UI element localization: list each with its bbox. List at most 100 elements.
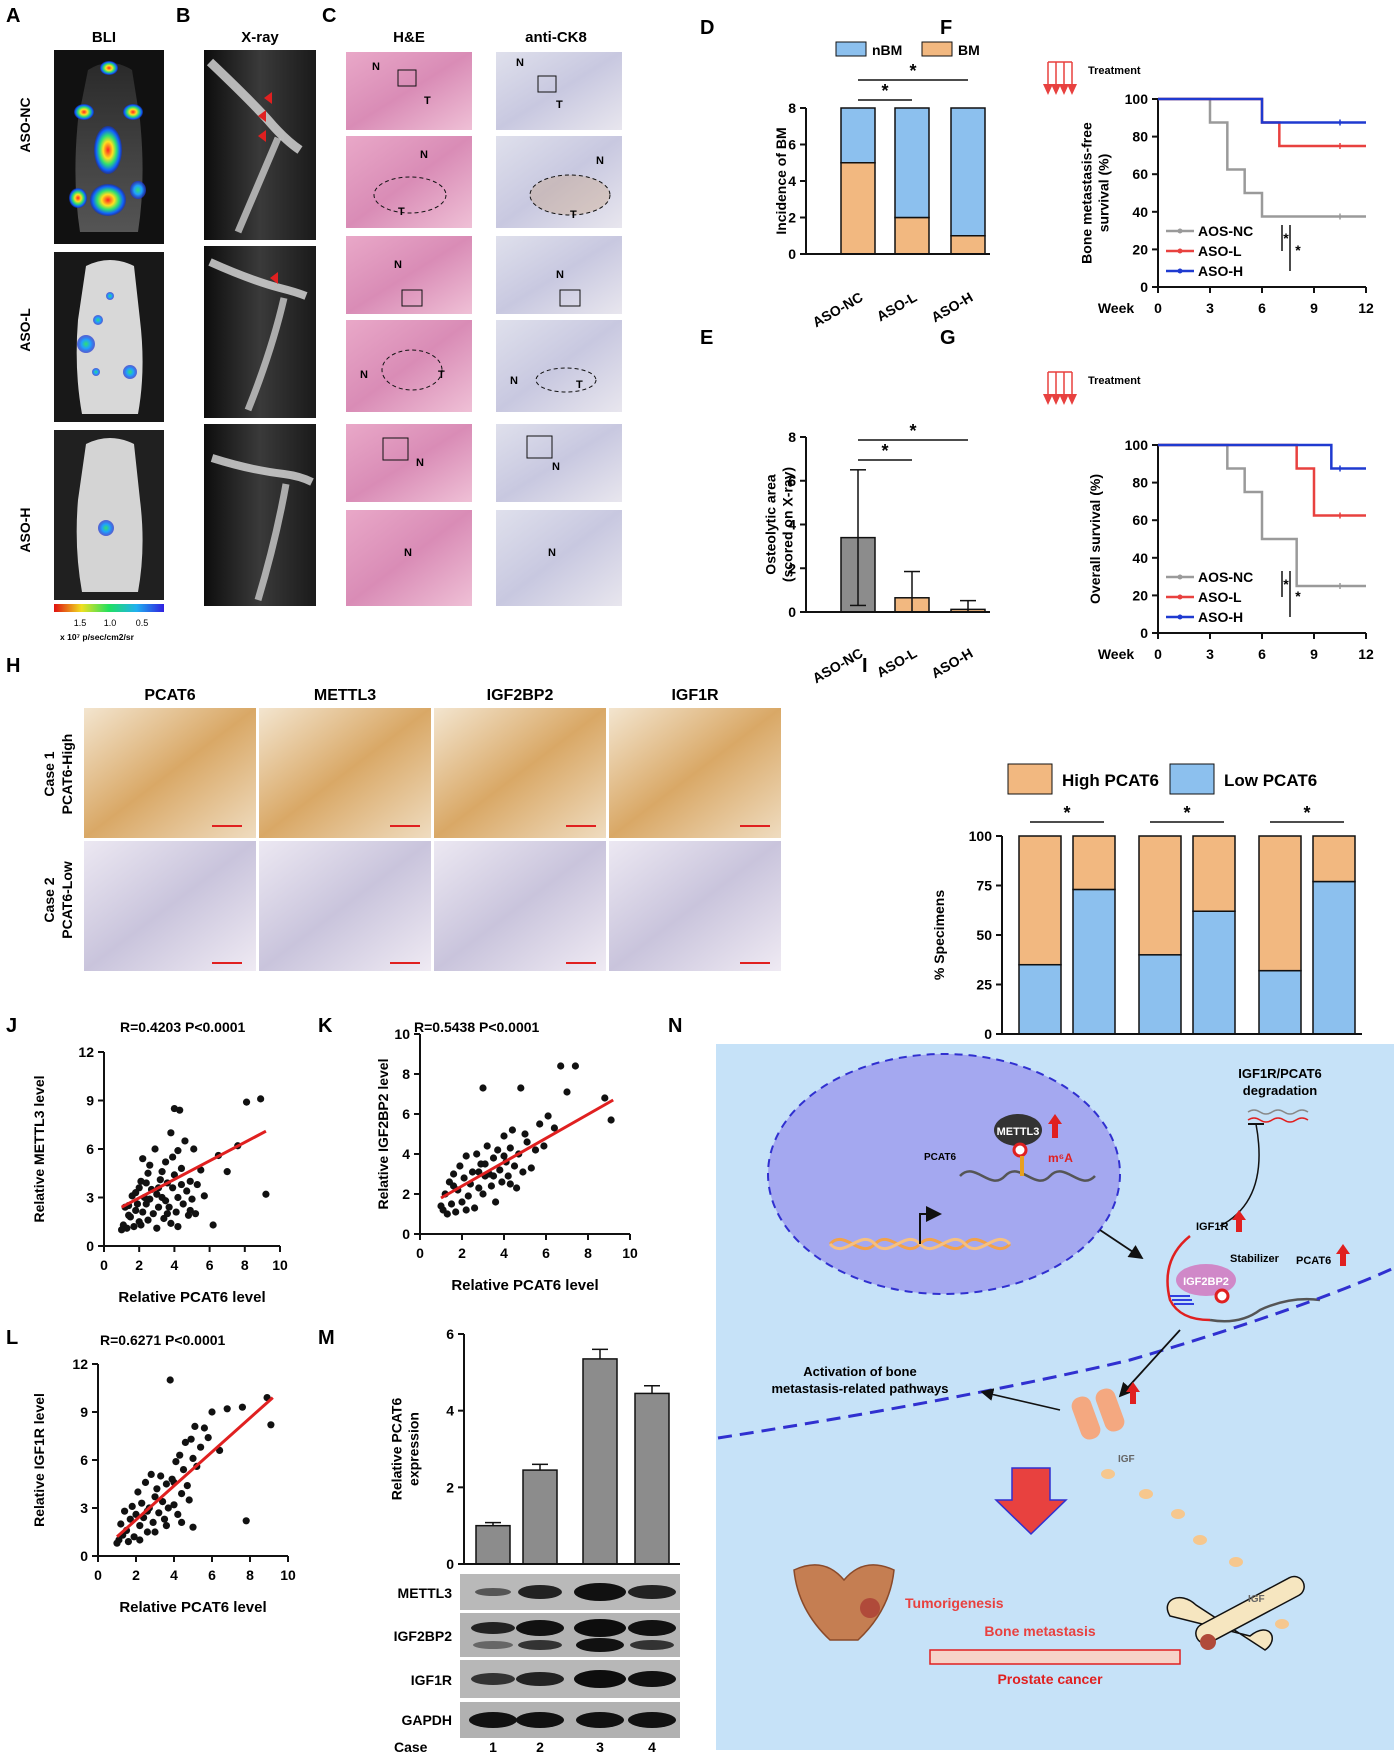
scatter-point [158, 1168, 166, 1176]
scatter-point [179, 1466, 188, 1474]
ihc-images [84, 708, 781, 971]
y-tick-label: 100 [969, 828, 993, 844]
scatter-point [151, 1493, 159, 1501]
blot-label: METTL3 [398, 1585, 453, 1601]
scatter-point [498, 1178, 506, 1186]
legend-swatch [1169, 763, 1215, 795]
scale-tick: 0.5 [136, 618, 149, 628]
western-blot: METTL3 IGF2BP2 IGF1R GAPDH Case [394, 1574, 680, 1755]
igf-particle [1171, 1509, 1185, 1519]
scatter-point [464, 1192, 472, 1200]
scatter-point [189, 1454, 197, 1462]
scatter-point [492, 1198, 500, 1206]
y-tick-label: 0 [788, 246, 796, 262]
scatter-point [540, 1142, 548, 1150]
bar-segment [1072, 888, 1116, 1035]
scatter-point [169, 1184, 177, 1192]
y-tick-label: 6 [402, 1106, 410, 1122]
pcat6-label: PCAT6 [924, 1152, 956, 1163]
x-tick-label: 2 [458, 1245, 466, 1261]
y-tick-label: 6 [86, 1141, 94, 1157]
y-tick-label: 12 [78, 1044, 94, 1060]
scatter-point [144, 1169, 152, 1177]
x-tick-label: 3 [1206, 646, 1214, 662]
scatter-point [181, 1438, 189, 1446]
igf1r-mrna [1166, 1235, 1211, 1322]
scatter-point [479, 1084, 487, 1092]
legend-label: ASO-H [1198, 609, 1243, 625]
scatter-point [223, 1405, 231, 1413]
bar-segment [1018, 835, 1062, 966]
scatter-point [500, 1152, 508, 1160]
scatter-point [479, 1190, 487, 1198]
scatter-point [523, 1138, 531, 1146]
x-tick-label: 8 [246, 1567, 254, 1583]
y-tick-label: 2 [446, 1479, 454, 1495]
scatter-point [130, 1223, 138, 1231]
scatter-point [517, 1084, 525, 1092]
row-label: ASO-NC [17, 97, 33, 152]
scatter-point [167, 1129, 175, 1137]
igf-label: IGF [1248, 1594, 1265, 1605]
scatter-point [188, 1195, 196, 1203]
transcription-arrow [919, 1206, 942, 1244]
scatter-point [133, 1200, 142, 1208]
case-number: 4 [648, 1739, 656, 1755]
treatment-label: Treatment [1088, 65, 1141, 77]
tissue-label: T [556, 99, 563, 111]
legend-swatch [1007, 763, 1053, 795]
scatter-point [189, 1523, 197, 1531]
x-axis-label: Week [1098, 646, 1135, 662]
tissue-label: N [516, 57, 524, 69]
tumorigenesis-label: Tumorigenesis [905, 1595, 1004, 1611]
bar-segment [840, 107, 876, 164]
y-tick-label: 80 [1132, 475, 1148, 491]
bar-segment [1312, 835, 1356, 883]
survival-line [1158, 97, 1366, 218]
scatter-point [607, 1116, 615, 1124]
up-arrow-icon [1126, 1382, 1140, 1404]
igf-particle [1139, 1489, 1153, 1499]
scatter-point [460, 1174, 468, 1182]
legend-marker [1177, 574, 1183, 580]
m6a-label: m⁶A [1048, 1151, 1073, 1165]
scatter-point [183, 1187, 191, 1195]
x-tick-label: 6 [206, 1257, 214, 1273]
scatter-point [151, 1145, 159, 1153]
y-tick-label: 8 [402, 1066, 410, 1082]
y-tick-label: 40 [1132, 550, 1148, 566]
histology-labels: N T N T N N T N N N T N T N N T N N [360, 57, 604, 559]
y-tick-label: 100 [1125, 437, 1149, 453]
survival-line [1158, 443, 1366, 470]
scatter-point [601, 1094, 609, 1102]
degradation-label: IGF1R/PCAT6 degradation [1238, 1066, 1322, 1098]
prostate-icon [793, 1564, 895, 1641]
blot-label: IGF2BP2 [394, 1628, 453, 1644]
activation-label: Activation of bone metastasis-related pat… [771, 1364, 948, 1396]
scatter-point [174, 1193, 182, 1202]
scatter-point [450, 1170, 458, 1178]
y-axis-label: Bone metastasis-freesurvival (%) [1079, 122, 1112, 264]
scatter-point [153, 1485, 161, 1493]
chart-k: 0 2 4 6 8 10 Relative IGF2BP2 level 0 2 4 6 8 10 Rela… [375, 1026, 638, 1294]
scatter-point [176, 1106, 184, 1114]
y-tick-label: 6 [80, 1452, 88, 1468]
scatter-point [162, 1158, 170, 1166]
scatter-point [154, 1203, 163, 1211]
scatter-point [510, 1162, 519, 1170]
scatter-point [166, 1376, 174, 1384]
correlation-stat: R=0.6271 P<0.0001 [100, 1332, 226, 1348]
legend-label: Low PCAT6 [1224, 771, 1317, 790]
scatter-point [130, 1533, 138, 1541]
significance-label: * [1295, 588, 1301, 604]
y-tick-label: 0 [1140, 625, 1148, 641]
y-tick-label: 10 [394, 1026, 410, 1042]
y-tick-label: 2 [788, 210, 796, 226]
scatter-point [177, 1180, 186, 1189]
scatter-point [208, 1408, 216, 1416]
scatter-point [527, 1164, 535, 1172]
scatter-point [155, 1509, 163, 1517]
panel-letter: C [322, 5, 336, 27]
y-tick-label: 0 [788, 604, 796, 620]
y-tick-label: 6 [788, 473, 796, 489]
